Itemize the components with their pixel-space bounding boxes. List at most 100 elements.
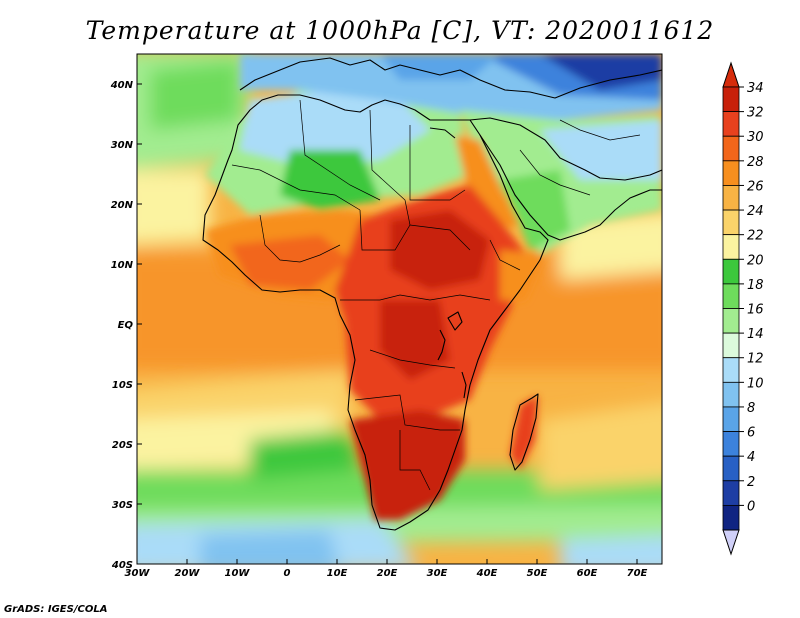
lat-tick-label: 10S (112, 380, 133, 391)
colorbar-level-label: 2 (747, 475, 755, 490)
colorbar-level-label: 18 (747, 278, 764, 293)
field-azores (150, 60, 240, 130)
colorbar-top-arrow (722, 61, 740, 88)
europe-coastline (239, 57, 662, 99)
field-canary (137, 170, 210, 245)
field-southeast-blue (560, 535, 662, 564)
colorbar-swatch (722, 455, 740, 482)
colorbar-level-label: 32 (747, 106, 764, 121)
border-southern (354, 394, 460, 431)
border-angola-zambia (369, 349, 456, 369)
lat-tick-label: 40N (110, 80, 134, 91)
field-south-indian (540, 402, 662, 490)
lon-tick-label: 60E (577, 568, 598, 579)
colorbar-swatch (722, 283, 740, 309)
nile-delta (429, 127, 456, 139)
colorbar-swatch (722, 308, 740, 334)
colorbar-level-label: 24 (747, 204, 764, 219)
border-saudi (519, 149, 591, 196)
field-caucasus (540, 54, 662, 90)
coastlines (202, 57, 662, 531)
lake-victoria (447, 311, 463, 331)
colorbar-level-label: 14 (747, 327, 764, 342)
lon-tick-label: 50E (527, 568, 548, 579)
field-red-sea-coast (455, 135, 520, 230)
field-arabia-south (500, 170, 570, 250)
field-sudan-core (390, 210, 490, 290)
lake-tanganyika (437, 329, 446, 361)
grads-credit: GrADS: IGES/COLA (4, 604, 108, 615)
field-sahara-green (280, 150, 380, 210)
colorbar-level-label: 30 (747, 130, 764, 145)
colorbar-level-label: 16 (747, 303, 764, 318)
lon-tick-label: 70E (627, 568, 648, 579)
colorbar-level-label: 20 (747, 253, 764, 268)
border-iran (559, 119, 641, 141)
colorbar-swatch (722, 111, 740, 137)
colorbar-swatch (722, 135, 740, 162)
colorbar-level-label: 0 (747, 499, 755, 514)
colorbar-level-label: 34 (747, 81, 764, 96)
colorbar-swatch (722, 381, 740, 408)
border-sahara-west (231, 164, 361, 211)
lon-tick-label: 30E (427, 568, 448, 579)
arabia-south-coast (479, 134, 662, 241)
lon-tick-label: 10W (225, 568, 251, 579)
border-ethiopia (489, 239, 521, 271)
colorbar-swatch (722, 86, 740, 113)
colorbar-swatch (722, 332, 740, 359)
border-equatorial (340, 294, 491, 301)
lat-tick-label: 40S (111, 560, 133, 571)
lat-tick-label: 30N (111, 140, 134, 151)
colorbar-level-label: 10 (747, 376, 764, 391)
lon-tick-label: 20W (175, 568, 201, 579)
lon-tick-label: 10E (327, 568, 348, 579)
colorbar-level-label: 26 (747, 179, 764, 194)
border-chad-sudan (359, 209, 471, 251)
lat-tick-label: 20N (111, 200, 134, 211)
colorbar-swatch (722, 357, 740, 383)
map-title: Temperature at 1000hPa [C], VT: 20200116… (85, 16, 715, 45)
colorbar-swatch (722, 234, 740, 260)
colorbar-swatch (722, 160, 740, 186)
africa-coastline (202, 94, 549, 531)
border-botswana (399, 430, 431, 491)
latitude-axis: 40N 30N 20N 10N EQ 10S 20S 30S 40S (110, 80, 142, 571)
colorbar-swatch (722, 258, 740, 285)
field-congo-core (380, 300, 450, 380)
field-maghreb-cool (240, 90, 430, 165)
field-southern-deep-blue (200, 530, 338, 564)
colorbar-swatch (722, 480, 740, 506)
colorbar-swatch (722, 431, 740, 457)
lat-tick-label: 20S (112, 440, 133, 451)
colorbar-level-label: 22 (747, 229, 764, 244)
lon-tick-label: 20E (377, 568, 398, 579)
colorbar-swatch (722, 185, 740, 211)
field-iran (540, 120, 662, 180)
field-balkans (380, 54, 500, 80)
field-west-africa (230, 235, 350, 290)
arabia-north-coast (469, 117, 662, 181)
plot-frame (136, 53, 663, 565)
lat-tick-label: 30S (112, 500, 133, 511)
colorbar-level-label: 28 (747, 155, 764, 170)
lat-tick-label: EQ (118, 320, 134, 331)
colorbar-bottom-arrow (722, 529, 740, 556)
colorbar-level-label: 12 (747, 352, 764, 367)
longitude-axis: 30W 20W 10W 0 10E 20E 30E 40E 50E 60E 70E (125, 559, 648, 579)
temperature-field (137, 54, 662, 564)
colorbar-level-label: 4 (747, 450, 755, 465)
colorbar-level-label: 8 (747, 401, 755, 416)
field-southern-africa (350, 410, 465, 520)
border-egypt-sudan (409, 125, 466, 201)
field-arabian-sea (560, 211, 662, 280)
lon-tick-label: 0 (284, 568, 291, 579)
colorbar-swatch (722, 406, 740, 432)
border-algeria (299, 99, 381, 201)
field-sa-green-patch (250, 430, 360, 480)
madagascar-coastline (509, 393, 539, 471)
lon-tick-label: 30W (125, 568, 151, 579)
field-horn (500, 250, 545, 300)
lon-tick-label: 40E (476, 568, 498, 579)
